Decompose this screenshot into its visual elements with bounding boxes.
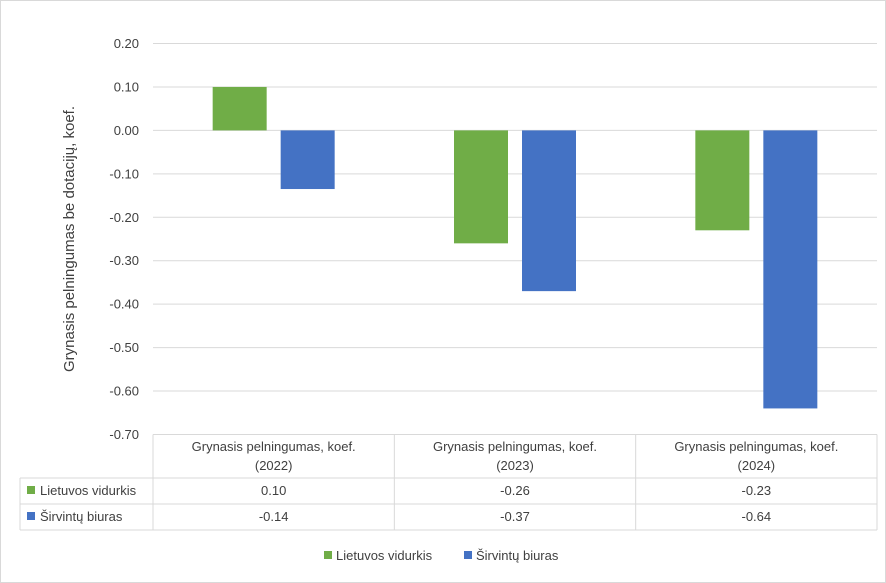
- data-value-label: 0.10: [261, 483, 286, 498]
- y-tick-label: -0.20: [109, 210, 139, 225]
- y-tick-label: -0.40: [109, 297, 139, 312]
- data-value-label: -0.64: [742, 509, 772, 524]
- y-axis-title: Grynasis pelningumas be dotacijų, koef.: [61, 106, 78, 372]
- legend-label-sirvintu-biuras: Širvintų biuras: [476, 548, 559, 563]
- category-label-line1: Grynasis pelningumas, koef.: [433, 439, 597, 454]
- table-legend-key-sirvintu-biuras: [27, 512, 35, 520]
- bar-sirvintu-biuras-2: [522, 130, 576, 292]
- legend-key-lietuvos-vidurkis: [324, 551, 332, 559]
- legend-label-lietuvos-vidurkis: Lietuvos vidurkis: [336, 548, 433, 563]
- data-value-label: -0.14: [259, 509, 289, 524]
- y-tick-label: -0.70: [109, 427, 139, 442]
- bar-sirvintu-biuras-1: [280, 130, 335, 190]
- data-value-label: -0.26: [500, 483, 530, 498]
- y-tick-label: -0.60: [109, 384, 139, 399]
- y-tick-label: 0.20: [114, 36, 139, 51]
- data-value-label: -0.23: [742, 483, 772, 498]
- y-tick-label: -0.10: [109, 166, 139, 181]
- legend-key-sirvintu-biuras: [464, 551, 472, 559]
- bar-lietuvos-vidurkis-3: [695, 130, 750, 231]
- y-tick-label: 0.00: [114, 123, 139, 138]
- bar-lietuvos-vidurkis-2: [454, 130, 508, 244]
- y-tick-label: -0.50: [109, 340, 139, 355]
- y-tick-label: -0.30: [109, 253, 139, 268]
- table-legend-key-lietuvos-vidurkis: [27, 486, 35, 494]
- category-label-line2: (2024): [738, 458, 776, 473]
- category-label-line2: (2022): [255, 458, 293, 473]
- bar-sirvintu-biuras-3: [763, 130, 818, 409]
- y-tick-label: 0.10: [114, 79, 139, 94]
- table-series-name: Širvintų biuras: [40, 509, 123, 524]
- data-value-label: -0.37: [500, 509, 530, 524]
- category-label-line1: Grynasis pelningumas, koef.: [674, 439, 838, 454]
- category-label-line2: (2023): [496, 458, 534, 473]
- bar-lietuvos-vidurkis-1: [212, 86, 267, 131]
- category-label-line1: Grynasis pelningumas, koef.: [192, 439, 356, 454]
- table-series-name: Lietuvos vidurkis: [40, 483, 137, 498]
